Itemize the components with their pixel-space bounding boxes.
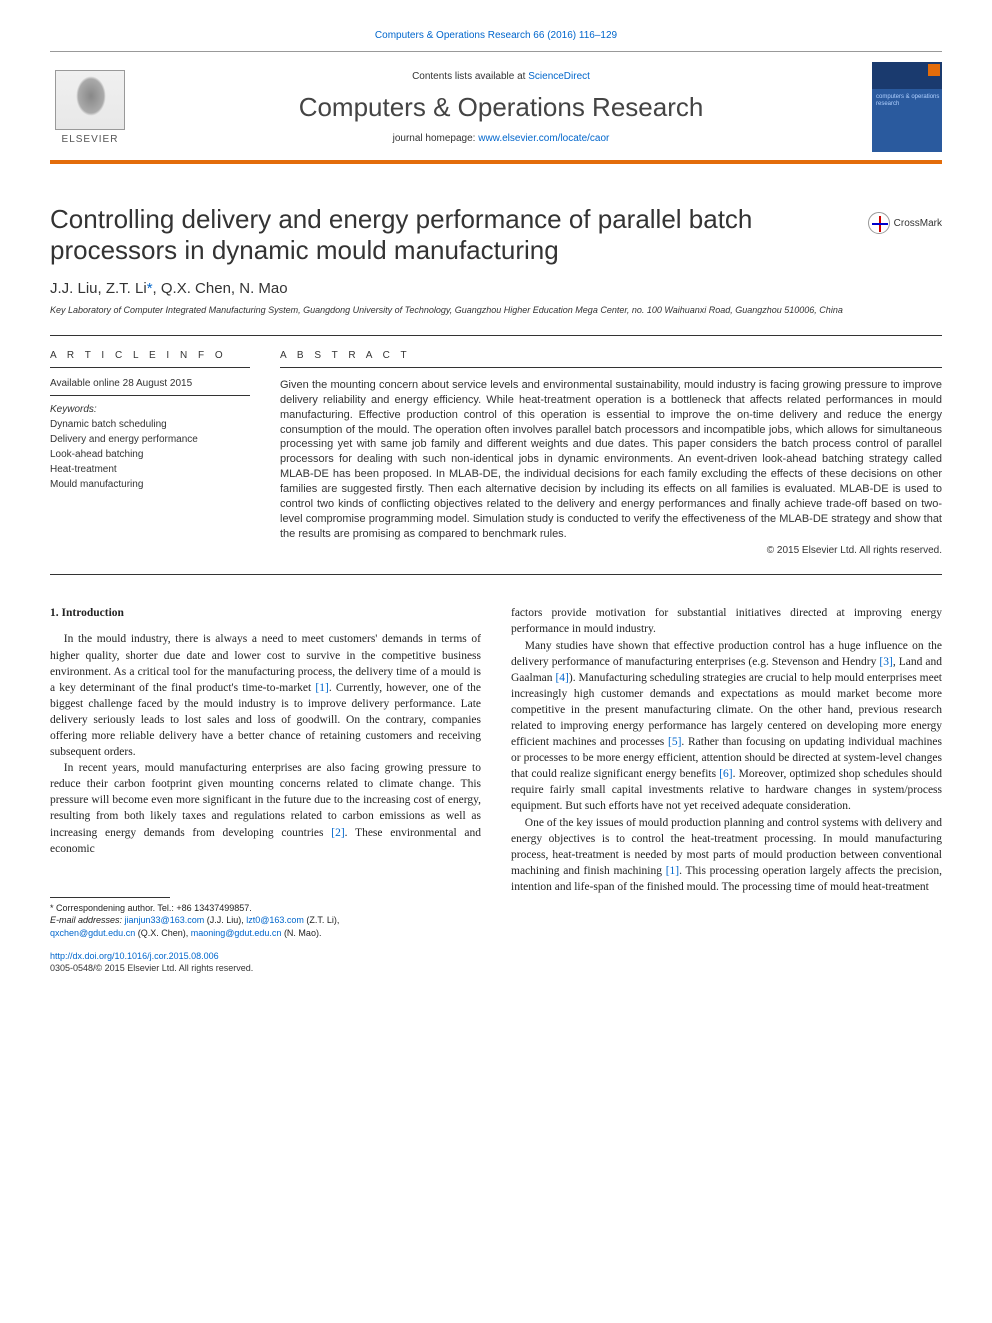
homepage-line: journal homepage: www.elsevier.com/locat… — [145, 133, 857, 144]
contents-line: Contents lists available at ScienceDirec… — [145, 71, 857, 82]
elsevier-label: ELSEVIER — [62, 134, 119, 145]
article-title: Controlling delivery and energy performa… — [50, 204, 848, 266]
doi-link[interactable]: http://dx.doi.org/10.1016/j.cor.2015.08.… — [50, 951, 219, 961]
email-link[interactable]: jianjun33@163.com — [125, 915, 205, 925]
authors-line: J.J. Liu, Z.T. Li*, Q.X. Chen, N. Mao — [50, 280, 942, 297]
keyword-item: Dynamic batch scheduling — [50, 417, 250, 432]
citation-link[interactable]: [4] — [555, 672, 568, 684]
email-label: E-mail addresses: — [50, 915, 125, 925]
abstract-block: A B S T R A C T Given the mounting conce… — [280, 350, 942, 556]
homepage-prefix: journal homepage: — [393, 133, 479, 144]
journal-header: ELSEVIER Contents lists available at Sci… — [50, 51, 942, 164]
body-two-column: 1. Introduction In the mould industry, t… — [50, 605, 942, 974]
column-right: factors provide motivation for substanti… — [511, 605, 942, 974]
email-author: (Q.X. Chen), — [135, 928, 191, 938]
body-paragraph: One of the key issues of mould productio… — [511, 815, 942, 895]
journal-name: Computers & Operations Research — [145, 92, 857, 123]
elsevier-logo: ELSEVIER — [50, 62, 130, 152]
article-info-block: A R T I C L E I N F O Available online 2… — [50, 350, 250, 556]
text-run: Many studies have shown that effective p… — [511, 640, 942, 668]
crossmark-badge[interactable]: CrossMark — [868, 212, 942, 234]
footnote-divider — [50, 897, 170, 898]
doi-block: http://dx.doi.org/10.1016/j.cor.2015.08.… — [50, 950, 481, 975]
abstract-text: Given the mounting concern about service… — [280, 378, 942, 541]
citation-link[interactable]: [3] — [879, 656, 892, 668]
body-paragraph: factors provide motivation for substanti… — [511, 605, 942, 637]
sciencedirect-link[interactable]: ScienceDirect — [528, 71, 590, 82]
email-link[interactable]: lzt0@163.com — [246, 915, 304, 925]
homepage-link[interactable]: www.elsevier.com/locate/caor — [478, 133, 609, 144]
body-paragraph: In recent years, mould manufacturing ent… — [50, 760, 481, 857]
citation-link[interactable]: [6] — [719, 768, 732, 780]
divider-top — [50, 335, 942, 336]
journal-reference: Computers & Operations Research 66 (2016… — [50, 30, 942, 41]
corresponding-author-footnote: * Correspondening author. Tel.: +86 1343… — [50, 902, 481, 915]
body-paragraph: In the mould industry, there is always a… — [50, 631, 481, 760]
citation-link[interactable]: [5] — [668, 736, 681, 748]
journal-cover-thumbnail: computers & operations research — [872, 62, 942, 152]
keyword-item: Heat-treatment — [50, 462, 250, 477]
citation-link[interactable]: [2] — [331, 827, 344, 839]
authors-part2: , Q.X. Chen, N. Mao — [153, 280, 288, 297]
article-history: Available online 28 August 2015 — [50, 378, 250, 396]
body-paragraph: Many studies have shown that effective p… — [511, 638, 942, 815]
email-author: (Z.T. Li), — [304, 915, 340, 925]
contents-prefix: Contents lists available at — [412, 71, 528, 82]
issn-copyright: 0305-0548/© 2015 Elsevier Ltd. All right… — [50, 963, 253, 973]
keyword-item: Mould manufacturing — [50, 477, 250, 492]
column-left: 1. Introduction In the mould industry, t… — [50, 605, 481, 974]
abstract-header: A B S T R A C T — [280, 350, 942, 368]
divider-bottom — [50, 574, 942, 575]
authors-part1: J.J. Liu, Z.T. Li — [50, 280, 147, 297]
journal-cover-text: computers & operations research — [876, 94, 942, 107]
keywords-list: Dynamic batch scheduling Delivery and en… — [50, 417, 250, 492]
email-link[interactable]: maoning@gdut.edu.cn — [191, 928, 282, 938]
affiliation: Key Laboratory of Computer Integrated Ma… — [50, 305, 942, 317]
article-info-header: A R T I C L E I N F O — [50, 350, 250, 368]
crossmark-label: CrossMark — [894, 218, 942, 229]
abstract-copyright: © 2015 Elsevier Ltd. All rights reserved… — [280, 545, 942, 556]
email-author: (N. Mao). — [281, 928, 321, 938]
email-footnote: E-mail addresses: jianjun33@163.com (J.J… — [50, 914, 481, 939]
keyword-item: Look-ahead batching — [50, 447, 250, 462]
email-link[interactable]: qxchen@gdut.edu.cn — [50, 928, 135, 938]
elsevier-tree-icon — [55, 70, 125, 130]
section-1-heading: 1. Introduction — [50, 605, 481, 621]
crossmark-icon — [868, 212, 890, 234]
header-center: Contents lists available at ScienceDirec… — [145, 71, 857, 144]
keyword-item: Delivery and energy performance — [50, 432, 250, 447]
citation-link[interactable]: [1] — [666, 865, 679, 877]
keywords-label: Keywords: — [50, 404, 250, 415]
citation-link[interactable]: [1] — [315, 682, 328, 694]
email-author: (J.J. Liu), — [204, 915, 246, 925]
